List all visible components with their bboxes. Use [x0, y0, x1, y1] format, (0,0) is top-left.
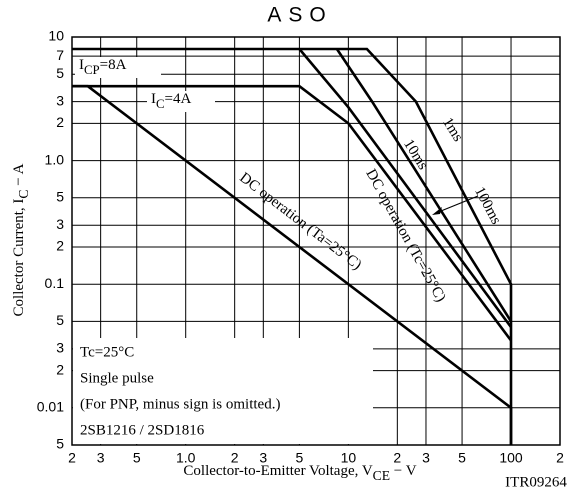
note-line: 2SB1216 / 2SD1816: [80, 422, 205, 438]
notes-background: [73, 338, 373, 444]
x-tick-label: 2: [556, 450, 564, 466]
series-label: 100ms: [471, 184, 504, 227]
x-tick-label: 100: [499, 450, 523, 466]
annotation: ICP=8A: [79, 57, 127, 77]
annotation-background: [75, 57, 161, 78]
series-line: [72, 84, 513, 342]
y-tick-label: 5: [56, 65, 64, 81]
figure-code: ITR09264: [505, 474, 567, 490]
x-tick-label: 2: [68, 450, 76, 466]
y-axis-label-part: Collector Current, I: [11, 199, 27, 317]
note-line: Single pulse: [80, 370, 154, 386]
series-line: [335, 48, 513, 323]
note-line: (For PNP, minus sign is omitted.): [80, 396, 280, 412]
x-axis-label-part: Collector-to-Emitter Voltage, V: [183, 463, 372, 479]
y-tick-label: 10: [48, 28, 64, 44]
annotation-sub: C: [156, 97, 165, 111]
x-axis-label-part: − V: [390, 463, 417, 479]
annotation-part: I: [151, 91, 156, 107]
y-tick-label: 2: [56, 361, 64, 377]
y-tick-label: 3: [56, 216, 64, 232]
x-tick-label: 10: [341, 450, 357, 466]
curves: [72, 47, 513, 445]
y-tick-label: 3: [56, 340, 64, 356]
y-tick-label: 1.0: [45, 151, 65, 167]
x-tick-label: 5: [295, 450, 303, 466]
x-tick-label: 1.0: [176, 450, 196, 466]
y-tick-label: 3: [56, 92, 64, 108]
y-axis-label-part: − A: [11, 163, 27, 189]
chart-title: ASO: [267, 4, 332, 27]
annotation-part: =8A: [100, 57, 127, 73]
y-tick-label: 2: [56, 238, 64, 254]
x-tick-label: 3: [97, 450, 105, 466]
series-line: [72, 47, 513, 445]
series-line: [298, 48, 513, 328]
y-tick-label: 5: [56, 436, 64, 452]
x-tick-label: 3: [422, 450, 430, 466]
y-tick-label: 0.01: [37, 398, 64, 414]
series-label: DC operation (Ta=25°C): [236, 170, 364, 274]
annotation-part: =4A: [165, 91, 192, 107]
y-tick-label: 5: [56, 189, 64, 205]
plot-frame: [71, 36, 561, 446]
x-tick-label: 3: [259, 450, 267, 466]
arrow-head: [432, 207, 442, 215]
note-line: Tc=25°C: [80, 344, 134, 360]
annotation: IC=4A: [151, 91, 192, 111]
annotation-part: I: [79, 57, 84, 73]
x-tick-label: 2: [231, 450, 239, 466]
x-axis-label-sub: CE: [373, 468, 390, 483]
annotation-sub: CP: [84, 63, 100, 77]
x-axis-label: Collector-to-Emitter Voltage, VCE − V: [183, 463, 416, 483]
y-tick-label: 7: [56, 47, 64, 63]
y-tick-label: 2: [56, 114, 64, 130]
x-tick-label: 5: [133, 450, 141, 466]
y-axis-label: Collector Current, IC − A: [11, 163, 31, 316]
x-tick-label: 2: [393, 450, 401, 466]
y-tick-label: 5: [56, 312, 64, 328]
x-tick-label: 5: [458, 450, 466, 466]
y-tick-label: 0.1: [45, 275, 65, 291]
labels: 2 3 5 1.0 2 3 5 10 2 3 5 100 2 10 7 5 3 2 1.0 5 3 2 0.1 5 3 2 0.01…: [11, 28, 567, 491]
label-arrow: [435, 195, 479, 214]
y-axis-label-sub: C: [16, 190, 31, 199]
annotation-background: [147, 91, 215, 112]
